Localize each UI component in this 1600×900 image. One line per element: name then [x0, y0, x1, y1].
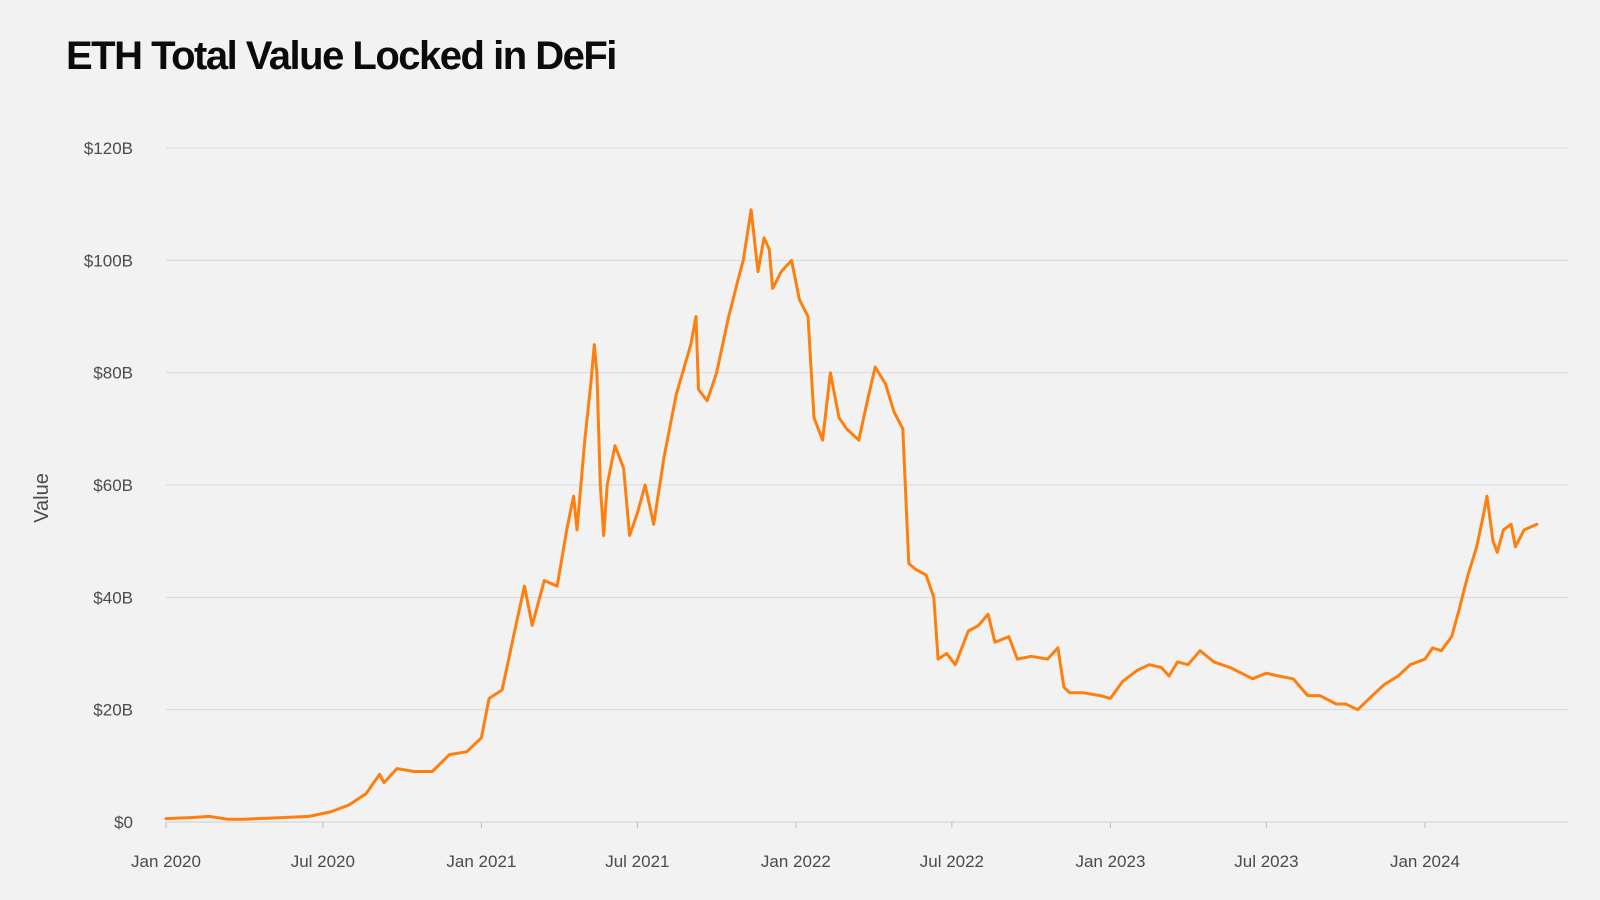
y-tick-label: $20B — [93, 701, 133, 720]
y-axis-ticks: $0 $20B $40B $60B $80B $100B $120B — [84, 139, 133, 832]
series-group — [164, 208, 1539, 821]
y-tick-label: $60B — [93, 476, 133, 495]
x-tick-label: Jan 2022 — [761, 852, 831, 871]
y-tick-label: $0 — [114, 813, 133, 832]
series-line-eth-tvl — [164, 208, 1539, 821]
x-tick-label: Jan 2024 — [1390, 852, 1460, 871]
y-tick-label: $80B — [93, 364, 133, 383]
x-tick-label: Jul 2021 — [605, 852, 669, 871]
y-tick-label: $40B — [93, 588, 133, 607]
x-axis-ticks: Jan 2020 Jul 2020 Jan 2021 Jul 2021 Jan 2022… — [131, 822, 1460, 871]
x-tick-label: Jan 2020 — [131, 852, 201, 871]
y-tick-label: $100B — [84, 251, 133, 270]
x-tick-label: Jan 2023 — [1075, 852, 1145, 871]
chart-title: ETH Total Value Locked in DeFi — [66, 34, 617, 78]
y-axis-title: Value — [31, 473, 53, 523]
x-tick-label: Jul 2022 — [920, 852, 984, 871]
gridlines — [166, 147, 1568, 711]
y-tick-label: $120B — [84, 139, 133, 158]
x-tick-label: Jul 2023 — [1234, 852, 1298, 871]
x-tick-label: Jan 2021 — [446, 852, 516, 871]
x-tick-label: Jul 2020 — [291, 852, 355, 871]
